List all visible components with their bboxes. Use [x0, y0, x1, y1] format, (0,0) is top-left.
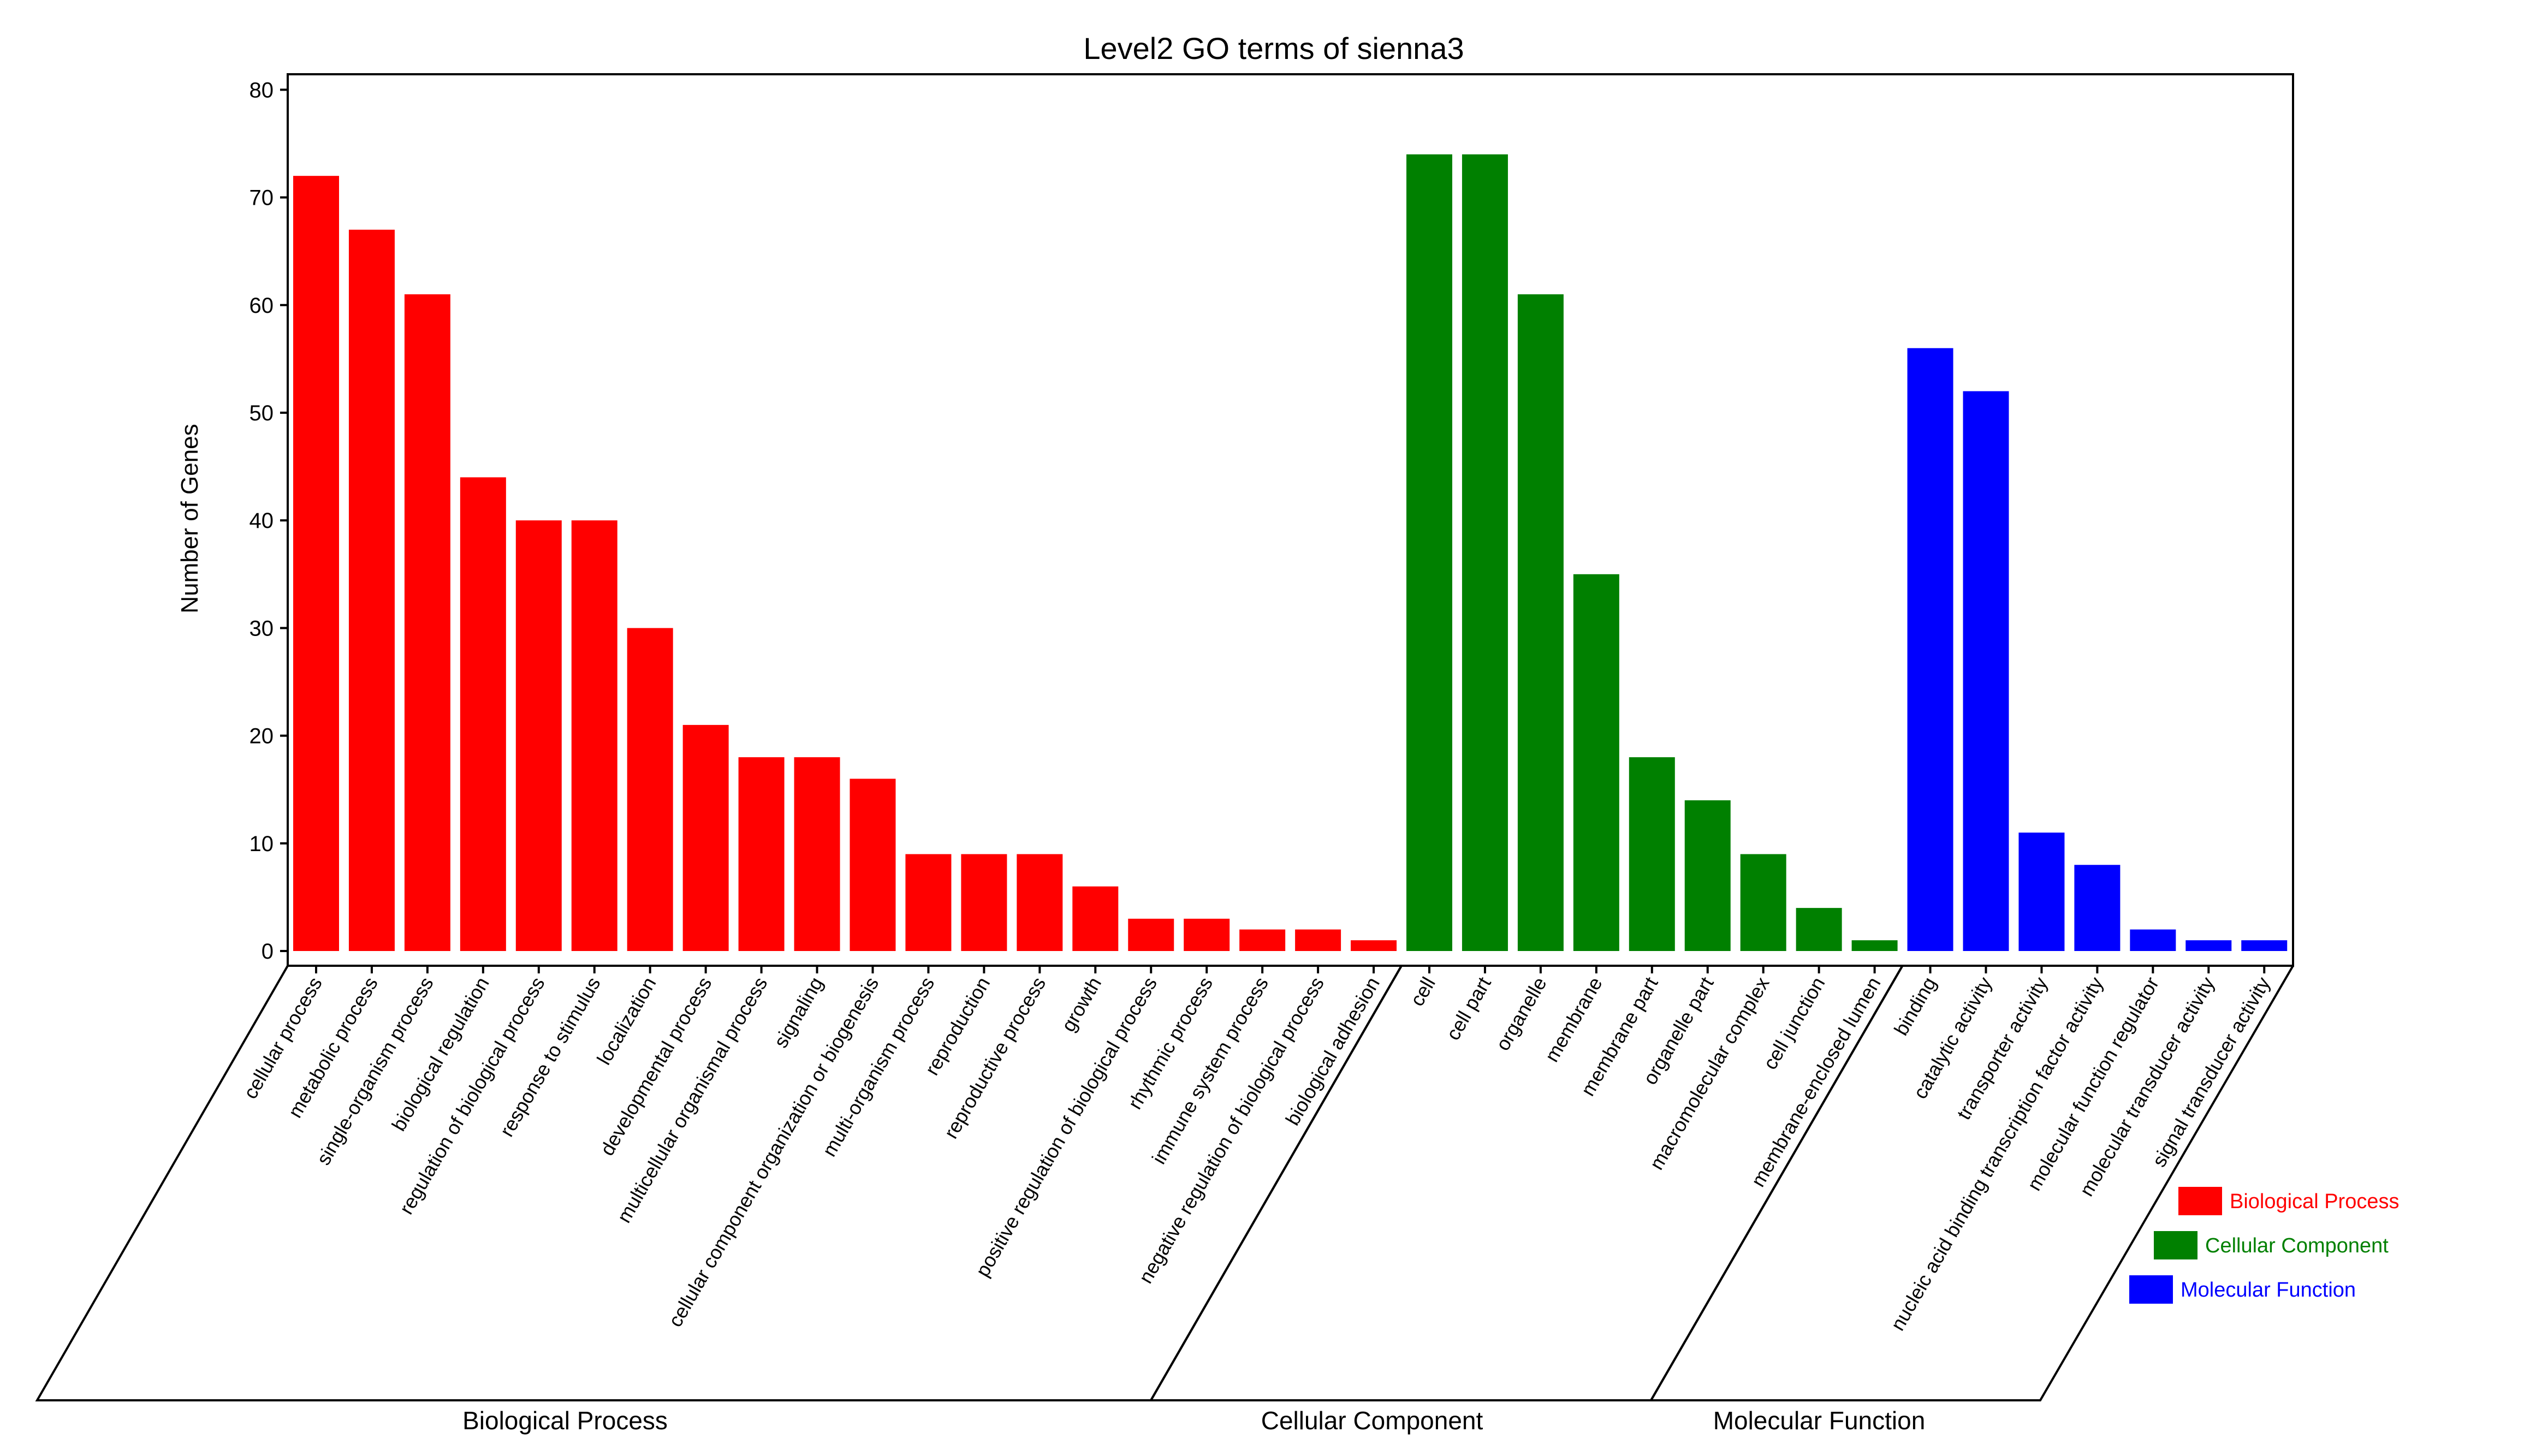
group-label-biological-process: Biological Process: [462, 1406, 668, 1435]
bars: [293, 154, 2288, 973]
legend-label-biological-process: Biological Process: [2230, 1190, 2399, 1213]
legend-label-molecular-function: Molecular Function: [2181, 1279, 2356, 1302]
bar-macromolecular-complex: [1740, 854, 1786, 951]
group-label-cellular-component: Cellular Component: [1261, 1406, 1483, 1435]
legend-label-cellular-component: Cellular Component: [2205, 1234, 2389, 1257]
group-outline-molecular-function: [1649, 965, 2294, 1401]
y-axis-label: Number of Genes: [176, 424, 203, 613]
y-tick-label-30: 30: [250, 616, 274, 640]
y-tick-label-20: 20: [250, 724, 274, 748]
bar-membrane: [1573, 574, 1619, 951]
chart-title: Level2 GO terms of sienna3: [1083, 31, 1464, 66]
bar-response-to-stimulus: [571, 520, 617, 951]
bar-developmental-process: [682, 724, 729, 951]
x-tick-label-organelle: organelle: [1491, 973, 1551, 1055]
legend-swatch-biological-process: [2178, 1187, 2222, 1215]
x-tick-label-cell: cell: [1405, 973, 1440, 1010]
bar-growth: [1072, 886, 1119, 951]
bar-reproduction: [961, 854, 1007, 951]
bar-cellular-process: [293, 176, 339, 951]
legend-swatch-molecular-function: [2129, 1275, 2173, 1304]
bar-multicellular-organismal-process: [738, 757, 785, 951]
bar-localization: [627, 628, 673, 951]
group-outlines: [35, 965, 2294, 1401]
y-tick-label-0: 0: [262, 940, 274, 964]
bar-biological-regulation: [460, 477, 506, 951]
y-tick-label-70: 70: [250, 186, 274, 210]
group-label-molecular-function: Molecular Function: [1713, 1406, 1926, 1435]
bar-cellular-component-organization-or-biogenesis: [850, 778, 896, 951]
bar-molecular-transducer-activity: [2185, 940, 2232, 951]
bar-signal-transducer-activity: [2241, 940, 2288, 951]
bar-binding: [1907, 348, 1953, 952]
bar-membrane-part: [1629, 757, 1675, 951]
legend-swatch-cellular-component: [2154, 1231, 2197, 1259]
y-axis: 0 10 20 30 40 50 60 70 80: [250, 78, 288, 964]
bar-cell: [1406, 154, 1452, 952]
bar-negative-regulation-of-biological-process: [1295, 929, 1341, 951]
x-tick-label-cell-part: cell part: [1441, 973, 1495, 1044]
bar-metabolic-process: [348, 229, 395, 951]
legend: Biological Process Cellular Component Mole…: [2129, 1187, 2399, 1304]
y-tick-label-60: 60: [250, 294, 274, 318]
y-tick-label-50: 50: [250, 401, 274, 425]
x-tick-label-cellular-component-organization-or-biogenesis: cellular component organization or bioge…: [664, 973, 883, 1331]
bar-catalytic-activity: [1963, 391, 2009, 951]
bar-positive-regulation-of-biological-process: [1128, 918, 1174, 951]
x-tick-label-reproductive-process: reproductive process: [940, 973, 1050, 1143]
bar-immune-system-process: [1239, 929, 1286, 951]
bar-organelle: [1517, 294, 1564, 951]
bar-biological-adhesion: [1351, 940, 1397, 951]
bar-cell-part: [1462, 154, 1508, 952]
x-tick-label-binding: binding: [1890, 973, 1941, 1039]
x-tick-label-biological-regulation: biological regulation: [387, 973, 494, 1135]
bar-reproductive-process: [1017, 854, 1063, 951]
bar-signaling: [794, 757, 840, 951]
bar-multi-organism-process: [905, 854, 952, 951]
y-tick-label-80: 80: [250, 78, 274, 102]
bar-rhythmic-process: [1184, 918, 1230, 951]
y-tick-label-40: 40: [250, 509, 274, 533]
x-tick-label-response-to-stimulus: response to stimulus: [495, 973, 605, 1140]
bar-transporter-activity: [2018, 833, 2065, 951]
x-tick-label-membrane: membrane: [1540, 973, 1607, 1066]
bar-regulation-of-biological-process: [515, 520, 562, 951]
x-tick-label-signaling: signaling: [769, 973, 828, 1052]
bar-membrane-enclosed-lumen: [1851, 940, 1898, 951]
bar-cell-junction: [1796, 908, 1842, 951]
bar-nucleic-acid-binding-transcription-factor-activity: [2074, 865, 2121, 951]
x-tick-label-nucleic-acid-binding-transcription-factor-activity: nucleic acid binding transcription facto…: [1886, 973, 2108, 1335]
bar-organelle-part: [1684, 800, 1731, 951]
bar-single-organism-process: [404, 294, 450, 951]
group-labels: Biological Process Cellular Component Mole…: [462, 1406, 1925, 1435]
bar-molecular-function-regulator: [2130, 929, 2176, 951]
y-tick-label-10: 10: [250, 832, 274, 856]
x-tick-label-growth: growth: [1057, 973, 1106, 1036]
